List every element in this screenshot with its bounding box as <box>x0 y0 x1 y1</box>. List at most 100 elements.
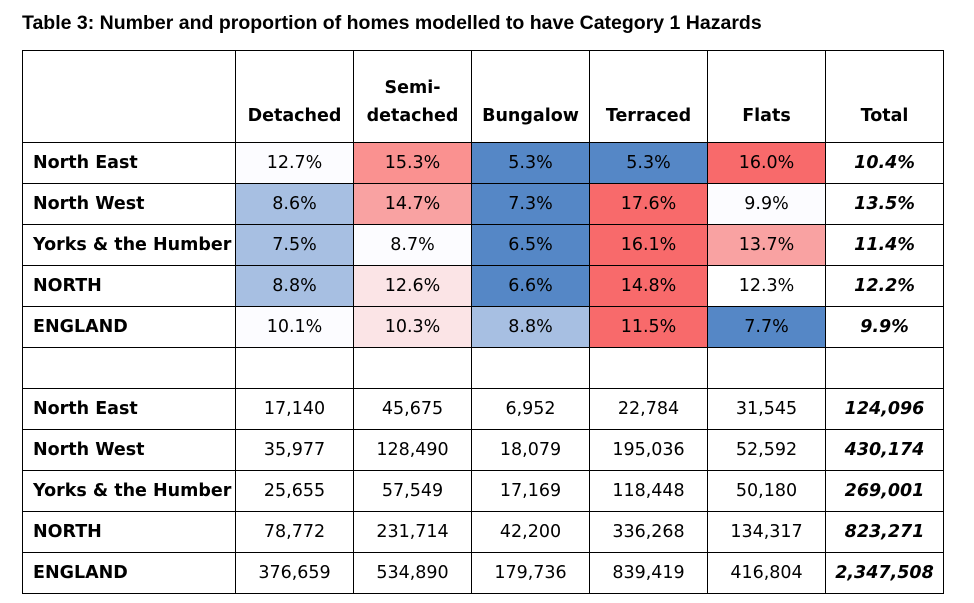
table-row: North West 35,977 128,490 18,079 195,036… <box>22 429 944 471</box>
header-terraced: Terraced <box>589 50 708 143</box>
count-cell: 416,804 <box>707 552 826 594</box>
spacer-cell <box>825 347 944 389</box>
count-cell: 42,200 <box>471 511 590 553</box>
count-cell: 839,419 <box>589 552 708 594</box>
percent-cell: 5.3% <box>589 142 708 184</box>
region-label: Yorks & the Humber <box>22 470 236 512</box>
percent-cell: 16.1% <box>589 224 708 266</box>
total-cell: 269,001 <box>825 470 944 512</box>
hazards-table: Detached Semi-detached Bungalow Terraced… <box>22 50 944 594</box>
region-label: NORTH <box>22 265 236 307</box>
percent-cell: 10.1% <box>235 306 354 348</box>
count-cell: 336,268 <box>589 511 708 553</box>
header-bungalow: Bungalow <box>471 50 590 143</box>
header-semi-line2: detached <box>366 106 459 126</box>
count-cell: 22,784 <box>589 388 708 430</box>
table-row: Yorks & the Humber 25,655 57,549 17,169 … <box>22 470 944 512</box>
header-semi-detached: Semi-detached <box>353 50 472 143</box>
spacer-cell <box>707 347 826 389</box>
count-cell: 50,180 <box>707 470 826 512</box>
count-cell: 25,655 <box>235 470 354 512</box>
region-label: NORTH <box>22 511 236 553</box>
percent-cell: 6.6% <box>471 265 590 307</box>
total-cell: 124,096 <box>825 388 944 430</box>
total-cell: 2,347,508 <box>825 552 944 594</box>
count-cell: 57,549 <box>353 470 472 512</box>
table-row: NORTH 78,772 231,714 42,200 336,268 134,… <box>22 511 944 553</box>
region-label: North West <box>22 429 236 471</box>
total-cell: 430,174 <box>825 429 944 471</box>
percent-cell: 7.3% <box>471 183 590 225</box>
count-cell: 35,977 <box>235 429 354 471</box>
count-cell: 45,675 <box>353 388 472 430</box>
total-cell: 10.4% <box>825 142 944 184</box>
percent-cell: 12.3% <box>707 265 826 307</box>
region-label: North West <box>22 183 236 225</box>
percent-cell: 10.3% <box>353 306 472 348</box>
table-row: North East 17,140 45,675 6,952 22,784 31… <box>22 388 944 430</box>
table-row: North East 12.7% 15.3% 5.3% 5.3% 16.0% 1… <box>22 142 944 184</box>
percent-cell: 12.6% <box>353 265 472 307</box>
table-row: ENGLAND 10.1% 10.3% 8.8% 11.5% 7.7% 9.9% <box>22 306 944 348</box>
table-row: North West 8.6% 14.7% 7.3% 17.6% 9.9% 13… <box>22 183 944 225</box>
header-detached: Detached <box>235 50 354 143</box>
count-cell: 118,448 <box>589 470 708 512</box>
percent-cell: 7.7% <box>707 306 826 348</box>
header-total: Total <box>825 50 944 143</box>
percent-cell: 17.6% <box>589 183 708 225</box>
region-label: Yorks & the Humber <box>22 224 236 266</box>
percent-cell: 12.7% <box>235 142 354 184</box>
header-flats: Flats <box>707 50 826 143</box>
percent-cell: 9.9% <box>707 183 826 225</box>
spacer-cell <box>22 347 236 389</box>
count-cell: 17,140 <box>235 388 354 430</box>
count-cell: 128,490 <box>353 429 472 471</box>
percent-cell: 6.5% <box>471 224 590 266</box>
percent-cell: 16.0% <box>707 142 826 184</box>
spacer-cell <box>353 347 472 389</box>
region-label: ENGLAND <box>22 306 236 348</box>
spacer-cell <box>471 347 590 389</box>
percent-cell: 15.3% <box>353 142 472 184</box>
total-cell: 9.9% <box>825 306 944 348</box>
total-cell: 12.2% <box>825 265 944 307</box>
percent-cell: 11.5% <box>589 306 708 348</box>
header-empty-cell <box>22 50 236 143</box>
region-label: ENGLAND <box>22 552 236 594</box>
count-cell: 78,772 <box>235 511 354 553</box>
percent-cell: 8.8% <box>235 265 354 307</box>
spacer-cell <box>235 347 354 389</box>
table-title: Table 3: Number and proportion of homes … <box>22 12 762 34</box>
table-row: NORTH 8.8% 12.6% 6.6% 14.8% 12.3% 12.2% <box>22 265 944 307</box>
region-label: North East <box>22 388 236 430</box>
count-cell: 195,036 <box>589 429 708 471</box>
percent-cell: 14.8% <box>589 265 708 307</box>
count-cell: 376,659 <box>235 552 354 594</box>
count-cell: 134,317 <box>707 511 826 553</box>
percent-cell: 8.8% <box>471 306 590 348</box>
header-row: Detached Semi-detached Bungalow Terraced… <box>22 50 944 143</box>
total-cell: 11.4% <box>825 224 944 266</box>
percent-cell: 7.5% <box>235 224 354 266</box>
table-row: ENGLAND 376,659 534,890 179,736 839,419 … <box>22 552 944 594</box>
total-cell: 823,271 <box>825 511 944 553</box>
count-cell: 17,169 <box>471 470 590 512</box>
percent-cell: 14.7% <box>353 183 472 225</box>
region-label: North East <box>22 142 236 184</box>
spacer-cell <box>589 347 708 389</box>
count-cell: 231,714 <box>353 511 472 553</box>
count-cell: 534,890 <box>353 552 472 594</box>
percent-cell: 8.7% <box>353 224 472 266</box>
count-cell: 6,952 <box>471 388 590 430</box>
table-row: Yorks & the Humber 7.5% 8.7% 6.5% 16.1% … <box>22 224 944 266</box>
percent-cell: 13.7% <box>707 224 826 266</box>
count-cell: 52,592 <box>707 429 826 471</box>
percent-cell: 5.3% <box>471 142 590 184</box>
total-cell: 13.5% <box>825 183 944 225</box>
percent-cell: 8.6% <box>235 183 354 225</box>
spacer-row <box>22 347 944 389</box>
count-cell: 18,079 <box>471 429 590 471</box>
count-cell: 31,545 <box>707 388 826 430</box>
header-semi-line1: Semi- <box>384 78 441 98</box>
count-cell: 179,736 <box>471 552 590 594</box>
